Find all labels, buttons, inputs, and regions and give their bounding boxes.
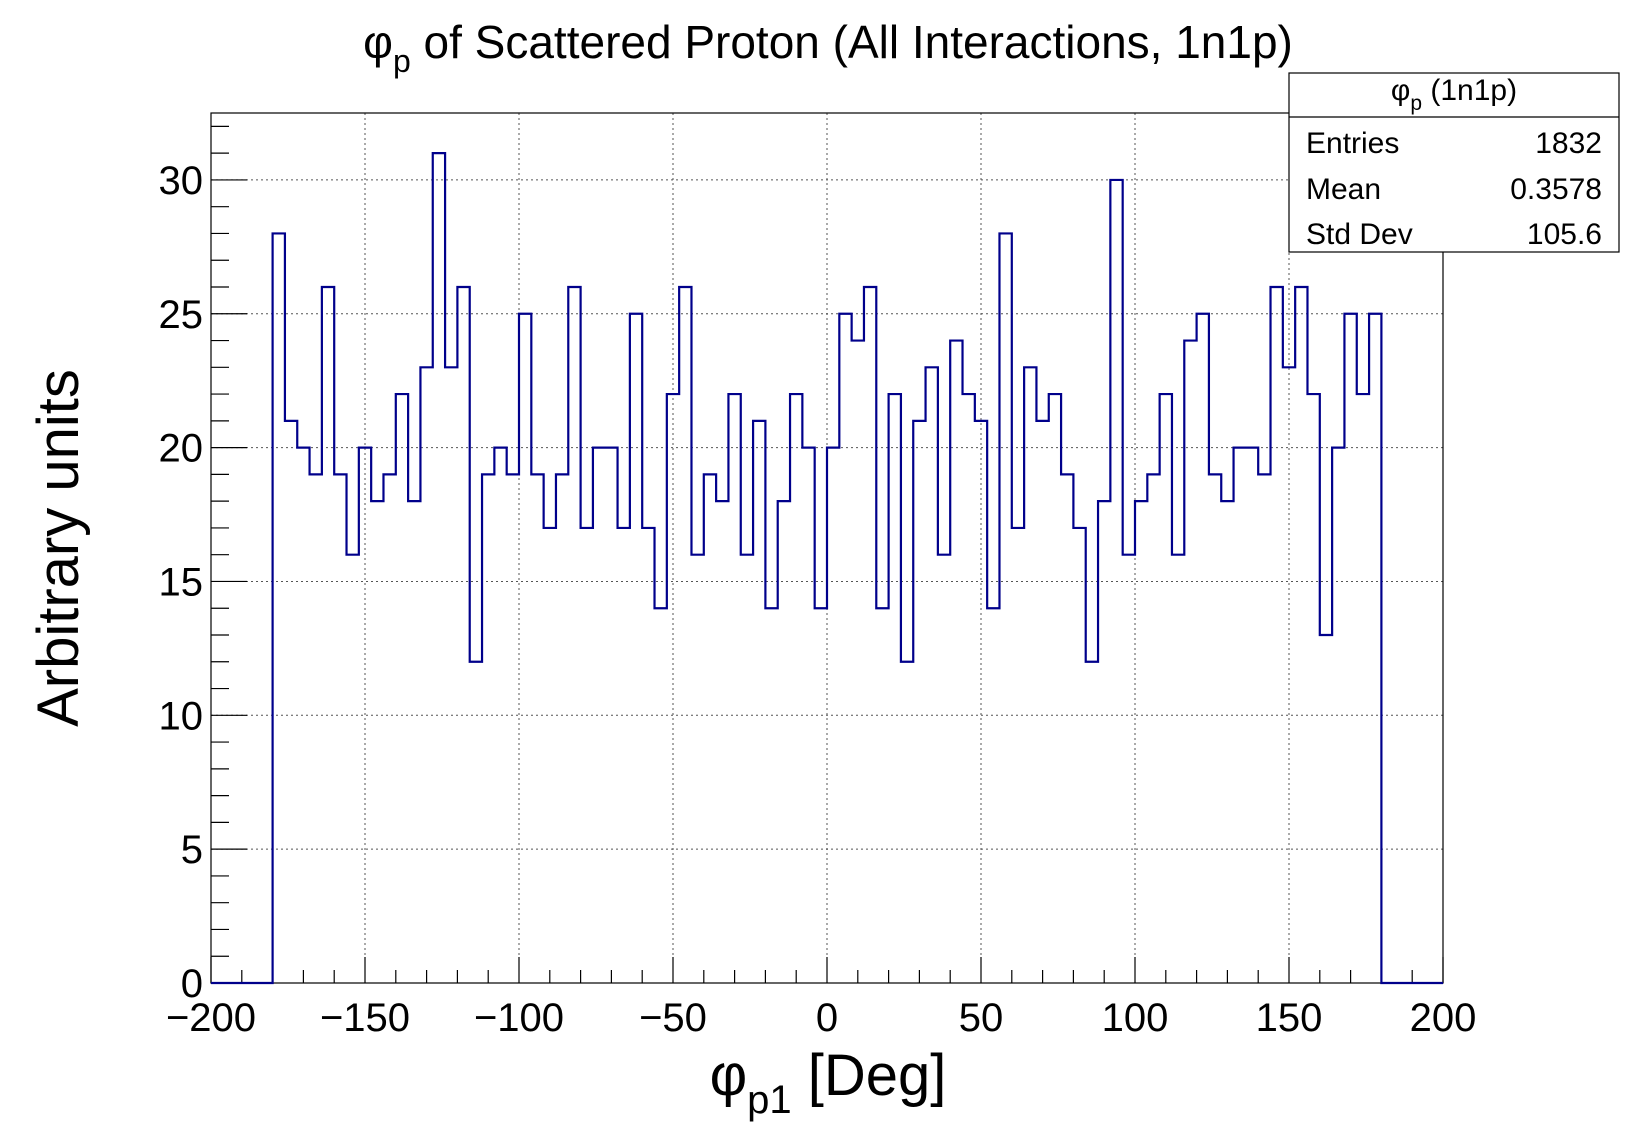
axis-ticks: −200 −150 −100 −50 0 50 100 150 200 0 5 10 15 20 25 30: [159, 125, 1477, 1040]
stats-title-symbol: φ: [1391, 74, 1410, 107]
y-tick-label: 5: [181, 828, 203, 872]
xlabel-subscript: p1: [747, 1078, 792, 1122]
y-tick-label: 15: [159, 560, 204, 604]
y-tick-label: 10: [159, 694, 204, 738]
stats-entries-label: Entries: [1306, 127, 1399, 160]
title-symbol: φ: [363, 16, 393, 68]
x-tick-label: −100: [474, 996, 564, 1040]
x-tick-label: 200: [1410, 996, 1477, 1040]
x-tick-label: 50: [959, 996, 1004, 1040]
stats-box-frame: [1288, 72, 1620, 253]
stats-mean-value: 0.3578: [1510, 173, 1602, 206]
title-text: of Scattered Proton (All Interactions, 1…: [411, 16, 1293, 68]
y-tick-label: 20: [159, 427, 204, 471]
x-tick-label: −50: [639, 996, 707, 1040]
stats-stddev-value: 105.6: [1527, 218, 1602, 251]
stats-mean-label: Mean: [1306, 173, 1381, 206]
x-axis-label: φp1 [Deg]: [710, 1043, 947, 1122]
y-axis-label: Arbitrary units: [26, 369, 91, 727]
stats-entries-value: 1832: [1535, 127, 1602, 160]
chart-title: φp of Scattered Proton (All Interactions…: [363, 16, 1293, 79]
x-tick-label: 150: [1256, 996, 1323, 1040]
x-tick-label: 0: [816, 996, 838, 1040]
stats-title-text: (1n1p): [1422, 74, 1517, 107]
y-tick-label: 25: [159, 293, 204, 337]
x-tick-label: 100: [1102, 996, 1169, 1040]
x-tick-label: −150: [320, 996, 410, 1040]
stats-title: φp (1n1p): [1391, 74, 1517, 115]
stats-box: φp (1n1p) Entries 1832 Mean 0.3578 Std D…: [1288, 72, 1620, 253]
y-tick-label: 30: [159, 159, 204, 203]
xlabel-symbol: φ: [710, 1043, 748, 1108]
stats-title-subscript: p: [1410, 92, 1422, 115]
y-tick-label: 0: [181, 962, 203, 1006]
xlabel-text: [Deg]: [792, 1043, 947, 1108]
histogram-series: [211, 152, 1443, 985]
stats-stddev-label: Std Dev: [1306, 218, 1413, 251]
title-subscript: p: [393, 43, 411, 79]
x-tick-label: −200: [166, 996, 256, 1040]
